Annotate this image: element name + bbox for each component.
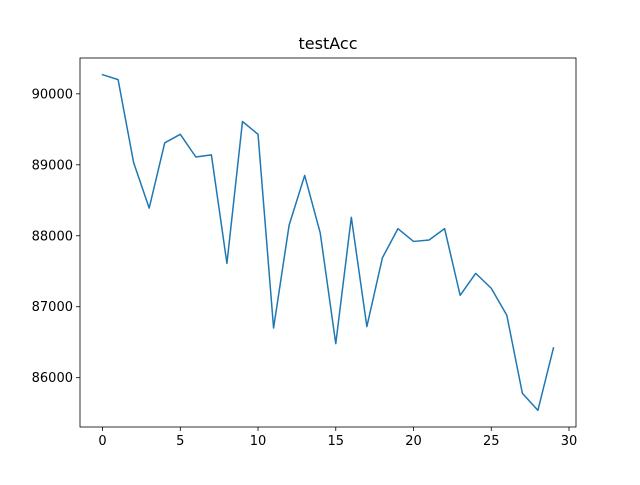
y-tick-label: 86000 xyxy=(32,371,73,386)
x-tick-label: 20 xyxy=(405,434,422,449)
chart-title: testAcc xyxy=(299,34,358,53)
y-tick-label: 87000 xyxy=(32,300,73,315)
plot-area xyxy=(101,73,555,412)
axes: 0 5 10 15 20 25 30 86000 87000 88000 89000 90000 xyxy=(32,57,578,449)
series-line-0 xyxy=(101,73,555,412)
x-tick-label: 25 xyxy=(483,434,500,449)
x-tick-label: 0 xyxy=(98,434,106,449)
x-tick-label: 10 xyxy=(250,434,267,449)
y-tick-label: 90000 xyxy=(32,87,73,102)
axes-frame xyxy=(79,57,577,428)
x-tick-label: 15 xyxy=(328,434,345,449)
y-tick-label: 88000 xyxy=(32,229,73,244)
x-tick-label: 5 xyxy=(176,434,184,449)
x-tick-label: 30 xyxy=(561,434,578,449)
y-tick-label: 89000 xyxy=(32,158,73,173)
